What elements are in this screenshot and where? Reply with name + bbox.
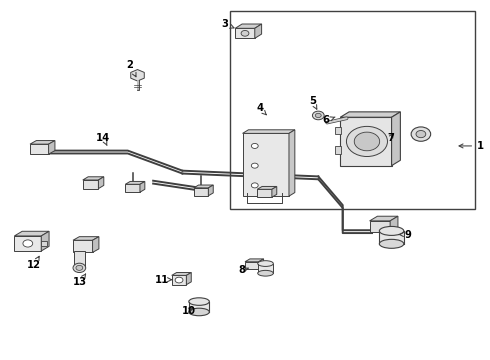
Ellipse shape (189, 298, 209, 305)
Bar (379, 231, 404, 244)
Bar (194, 188, 208, 196)
Polygon shape (83, 177, 104, 180)
Text: 11: 11 (155, 275, 172, 285)
Ellipse shape (258, 270, 273, 276)
Polygon shape (255, 24, 262, 39)
Text: 12: 12 (27, 256, 41, 270)
Polygon shape (289, 130, 295, 196)
Circle shape (241, 31, 249, 36)
Ellipse shape (379, 226, 404, 235)
Circle shape (23, 240, 33, 247)
Text: 5: 5 (309, 96, 317, 109)
Polygon shape (272, 186, 277, 197)
Ellipse shape (258, 261, 273, 266)
Polygon shape (172, 273, 191, 275)
Polygon shape (194, 185, 213, 188)
Text: 13: 13 (73, 274, 87, 287)
Bar (41, 241, 47, 247)
Text: 6: 6 (322, 116, 335, 126)
Text: 9: 9 (399, 230, 412, 239)
Bar (83, 180, 98, 189)
Polygon shape (208, 185, 213, 196)
Polygon shape (30, 140, 55, 144)
Bar (30, 144, 49, 154)
Polygon shape (340, 112, 400, 117)
Polygon shape (41, 231, 49, 251)
Text: 4: 4 (256, 103, 266, 115)
Bar (74, 251, 85, 267)
Polygon shape (93, 237, 99, 252)
Text: 3: 3 (221, 19, 234, 29)
Polygon shape (245, 259, 264, 262)
Circle shape (346, 126, 388, 157)
Bar (335, 147, 341, 154)
Text: 1: 1 (459, 141, 484, 151)
Polygon shape (390, 216, 398, 231)
Bar (335, 127, 341, 134)
Circle shape (76, 265, 83, 270)
Polygon shape (125, 181, 145, 184)
Polygon shape (369, 216, 398, 221)
Polygon shape (186, 273, 191, 285)
Bar (258, 264, 273, 273)
Bar (243, 134, 289, 196)
Circle shape (175, 277, 183, 283)
Polygon shape (140, 181, 145, 192)
Circle shape (251, 163, 258, 168)
Bar (125, 184, 140, 192)
Text: 7: 7 (387, 133, 394, 143)
Bar (369, 221, 390, 231)
Circle shape (354, 132, 380, 151)
Circle shape (251, 183, 258, 188)
Bar (189, 302, 209, 312)
Polygon shape (392, 112, 400, 166)
Bar (340, 117, 392, 166)
Bar (235, 28, 255, 39)
Polygon shape (235, 24, 262, 28)
Ellipse shape (379, 239, 404, 248)
Ellipse shape (189, 308, 209, 316)
Bar (73, 240, 93, 252)
Text: 8: 8 (239, 265, 248, 275)
Polygon shape (243, 130, 295, 134)
Circle shape (411, 127, 431, 141)
Polygon shape (98, 177, 104, 189)
Polygon shape (259, 259, 264, 269)
Polygon shape (49, 140, 55, 154)
Bar (245, 262, 259, 269)
Circle shape (251, 143, 258, 148)
Bar (14, 236, 41, 251)
Polygon shape (73, 237, 99, 240)
Text: 10: 10 (181, 306, 196, 315)
Polygon shape (257, 186, 277, 189)
Polygon shape (14, 231, 49, 236)
Circle shape (73, 263, 86, 273)
Circle shape (316, 113, 321, 118)
Bar (172, 275, 186, 285)
Circle shape (416, 131, 426, 138)
Circle shape (313, 111, 324, 120)
Bar (257, 189, 272, 197)
Bar (230, 12, 475, 209)
Text: 2: 2 (127, 60, 136, 77)
Text: 14: 14 (96, 133, 110, 145)
